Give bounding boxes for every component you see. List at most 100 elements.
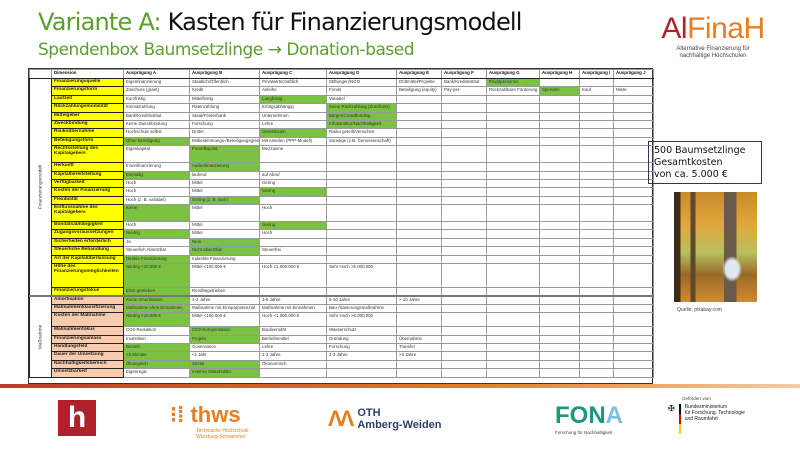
column-header: Ausprägung C	[259, 69, 327, 79]
value-cell	[486, 229, 540, 239]
column-header: Ausprägung H	[539, 69, 580, 79]
value-cell: Stiftungen/NGO	[326, 77, 397, 88]
value-cell	[486, 119, 540, 130]
slide-title: Variante A: Kasten für Finanzierungsmode…	[38, 8, 522, 36]
value-cell	[396, 119, 442, 130]
value-cell	[579, 178, 614, 189]
value-cell: Hoch <1.000.000 €	[259, 263, 327, 289]
value-cell	[539, 136, 580, 147]
value-cell: 5-10 Jahre	[326, 294, 397, 305]
value-cell	[486, 145, 540, 164]
value-cell	[441, 294, 487, 305]
value-cell	[579, 195, 614, 206]
value-cell	[613, 111, 654, 121]
value-cell	[326, 287, 397, 297]
table-row: Verfügbarkeit Hoch Mittel Gering	[30, 178, 654, 189]
value-cell	[441, 342, 487, 353]
dimension-cell: Maßnahmenklassifizierung	[51, 303, 124, 314]
table-row: Laufzeit Kurzfristig Mittelfristig Langfris…	[30, 94, 654, 105]
value-cell: CO2-Reduktion	[123, 326, 190, 336]
dimension-cell: Rückzahlungsmodalität	[51, 103, 124, 113]
value-cell: Bank/Kreditinstitut	[441, 77, 487, 88]
value-cell: Drittmittel/Projekte	[396, 77, 442, 88]
value-cell	[441, 187, 487, 197]
value-cell	[539, 237, 580, 248]
value-cell: Hochschule selbst	[123, 128, 190, 138]
value-cell: Renditegetrieben	[189, 287, 260, 297]
info-line: von ca. 5.000 €	[654, 169, 728, 180]
value-cell: Hoch	[123, 187, 190, 197]
value-cell	[579, 334, 614, 345]
value-cell: Variabel	[326, 94, 397, 105]
table-row: Nachhaltigkeitsbereich Ökologisch Sozial Ök…	[30, 359, 654, 370]
value-cell: Direkte Finanzierung	[123, 254, 190, 265]
value-cell	[396, 237, 442, 248]
table-row: Umsetzbarkeit Eigenregie externe Stakehold…	[30, 368, 654, 378]
value-cell: Sehr Hoch >5.000.000	[326, 263, 397, 289]
value-cell: Mezzanine	[259, 145, 327, 164]
value-cell	[396, 195, 442, 206]
value-cell: 1-2 Jahre	[189, 294, 260, 305]
federal-eagle-icon: ✠	[668, 404, 675, 413]
value-cell: Lehre	[259, 119, 327, 130]
value-cell: Indirekte Finanzierung	[189, 254, 260, 265]
value-cell: Mittel	[189, 229, 260, 239]
value-cell: Zuschuss (grant)	[123, 86, 190, 96]
value-cell: Dritter	[189, 128, 260, 138]
thws-name: thws	[190, 402, 241, 427]
bmbf-logo: Gefördert vom ✠ Bundesministerium für For…	[668, 396, 745, 434]
value-cell: Außenfinanzierung	[189, 162, 260, 172]
value-cell	[441, 94, 487, 105]
morphological-table: Dimension Ausprägung A Ausprägung B Auspräg…	[29, 69, 654, 378]
value-cell: Lehre	[259, 342, 327, 353]
oth-mark-icon: ΛΛ	[328, 406, 354, 431]
value-cell	[441, 312, 487, 328]
value-cell: Risiko geteilt/Versichert	[326, 128, 397, 138]
value-cell	[486, 237, 540, 248]
column-header: Ausprägung A	[123, 69, 190, 79]
value-cell	[579, 204, 614, 223]
value-cell	[579, 294, 614, 305]
value-cell: Keine Amortisation	[123, 294, 190, 305]
value-cell: Gründung	[326, 334, 397, 345]
value-cell	[396, 187, 442, 197]
value-cell	[539, 229, 580, 239]
value-cell	[486, 342, 540, 353]
value-cell	[441, 136, 487, 147]
column-header: Ausprägung G	[486, 69, 540, 79]
value-cell	[486, 294, 540, 305]
value-cell	[396, 312, 442, 328]
dimension-cell: Rechtsstellung des Kapitalgebers	[51, 145, 124, 164]
table-row: Art der Kapitalüberlassung Direkte Finanz…	[30, 254, 654, 265]
oth-name: Amberg-Weiden	[357, 419, 442, 431]
table-row: Finanzierungsanlass Investition Projekt Bet…	[30, 334, 654, 345]
value-cell: Gering	[259, 178, 327, 189]
value-cell: Ökologisch	[123, 359, 190, 370]
dimension-cell: Herkunft	[51, 162, 124, 172]
value-cell: Langfristig	[259, 94, 327, 105]
value-cell	[486, 221, 540, 231]
value-cell: Biodiversität	[259, 326, 327, 336]
value-cell: Mit Anteilen (PPP-Modell)	[259, 136, 327, 147]
logo-part: Fina	[687, 12, 744, 45]
value-cell: Mittel <100.000 €	[189, 312, 260, 328]
value-cell: Bank/Kreditinstitut	[123, 111, 190, 121]
value-cell	[539, 246, 580, 256]
value-cell	[613, 342, 654, 353]
value-cell	[441, 170, 487, 180]
value-cell: 1-2 Jahre	[259, 351, 327, 361]
value-cell	[613, 312, 654, 328]
value-cell	[579, 342, 614, 353]
fona-logo: FONA Forschung für Nachhaltigkeit	[555, 402, 623, 435]
value-cell	[441, 359, 487, 370]
value-cell	[326, 254, 397, 265]
value-cell	[613, 254, 654, 265]
value-cell	[579, 136, 614, 147]
fona-name: A	[605, 402, 624, 429]
value-cell: Bürger/Crowdfunding	[326, 111, 397, 121]
value-cell: Staat/Förderbank	[189, 111, 260, 121]
table-row: Kapitalbereitstellung Einmalig laufend auf …	[30, 170, 654, 180]
value-cell	[579, 351, 614, 361]
value-cell	[579, 312, 614, 328]
value-cell: Mittel	[189, 204, 260, 223]
